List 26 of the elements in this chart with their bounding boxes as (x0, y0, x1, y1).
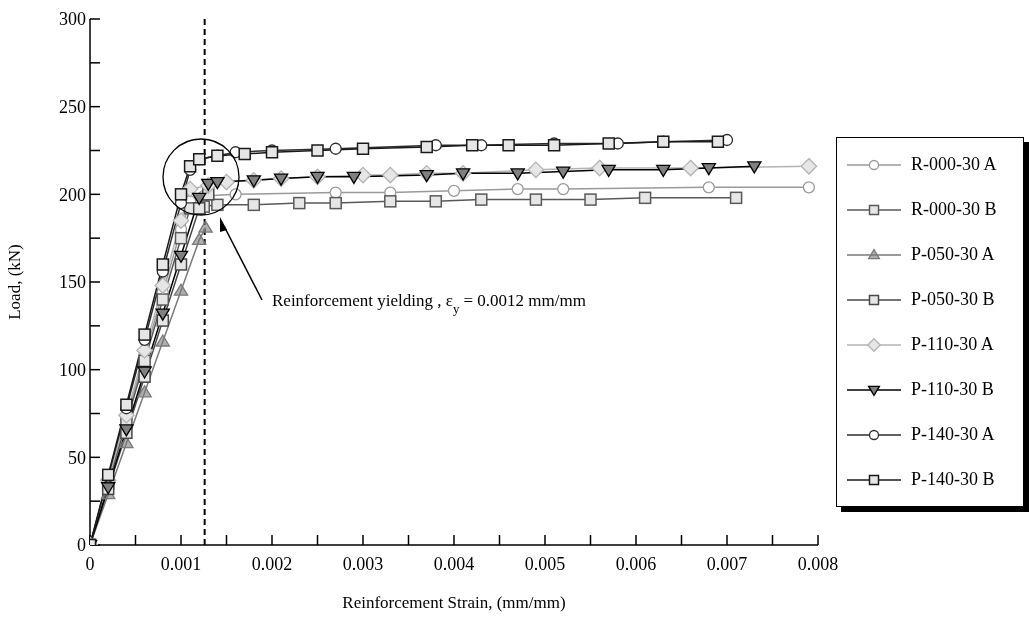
x-tick-label: 0.005 (524, 553, 566, 574)
y-tick-label: 150 (59, 272, 86, 293)
legend-label: P-140-30 A (911, 424, 995, 445)
y-tick-label: 300 (59, 9, 86, 30)
legend-label: R-000-30 B (911, 199, 997, 220)
legend-label: P-110-30 A (911, 334, 994, 355)
legend-label: R-000-30 A (911, 154, 997, 175)
legend-label: P-050-30 A (911, 244, 995, 265)
y-tick-label: 0 (77, 535, 86, 556)
y-tick-label: 50 (68, 447, 86, 468)
x-tick-label: 0.002 (251, 553, 293, 574)
x-tick-label: 0.004 (433, 553, 475, 574)
x-tick-label: 0.001 (160, 553, 202, 574)
x-tick-label: 0.006 (615, 553, 657, 574)
y-tick-label: 250 (59, 97, 86, 118)
x-axis-title: Reinforcement Strain, (mm/mm) (342, 593, 566, 612)
x-tick-label: 0.007 (706, 553, 748, 574)
y-tick-label: 100 (59, 360, 86, 381)
annotation: Reinforcement yielding , ε$_{y}$ = 0.0012 mm/mm (272, 291, 586, 316)
legend-label: P-140-30 B (911, 469, 995, 490)
y-axis-title: Load, (kN) (5, 244, 25, 320)
legend-label: P-050-30 B (911, 289, 995, 310)
y-tick-label: 200 (59, 184, 86, 205)
x-tick-label: 0.003 (342, 553, 384, 574)
x-tick-label: 0.008 (797, 553, 839, 574)
legend-label: P-110-30 B (911, 379, 994, 400)
